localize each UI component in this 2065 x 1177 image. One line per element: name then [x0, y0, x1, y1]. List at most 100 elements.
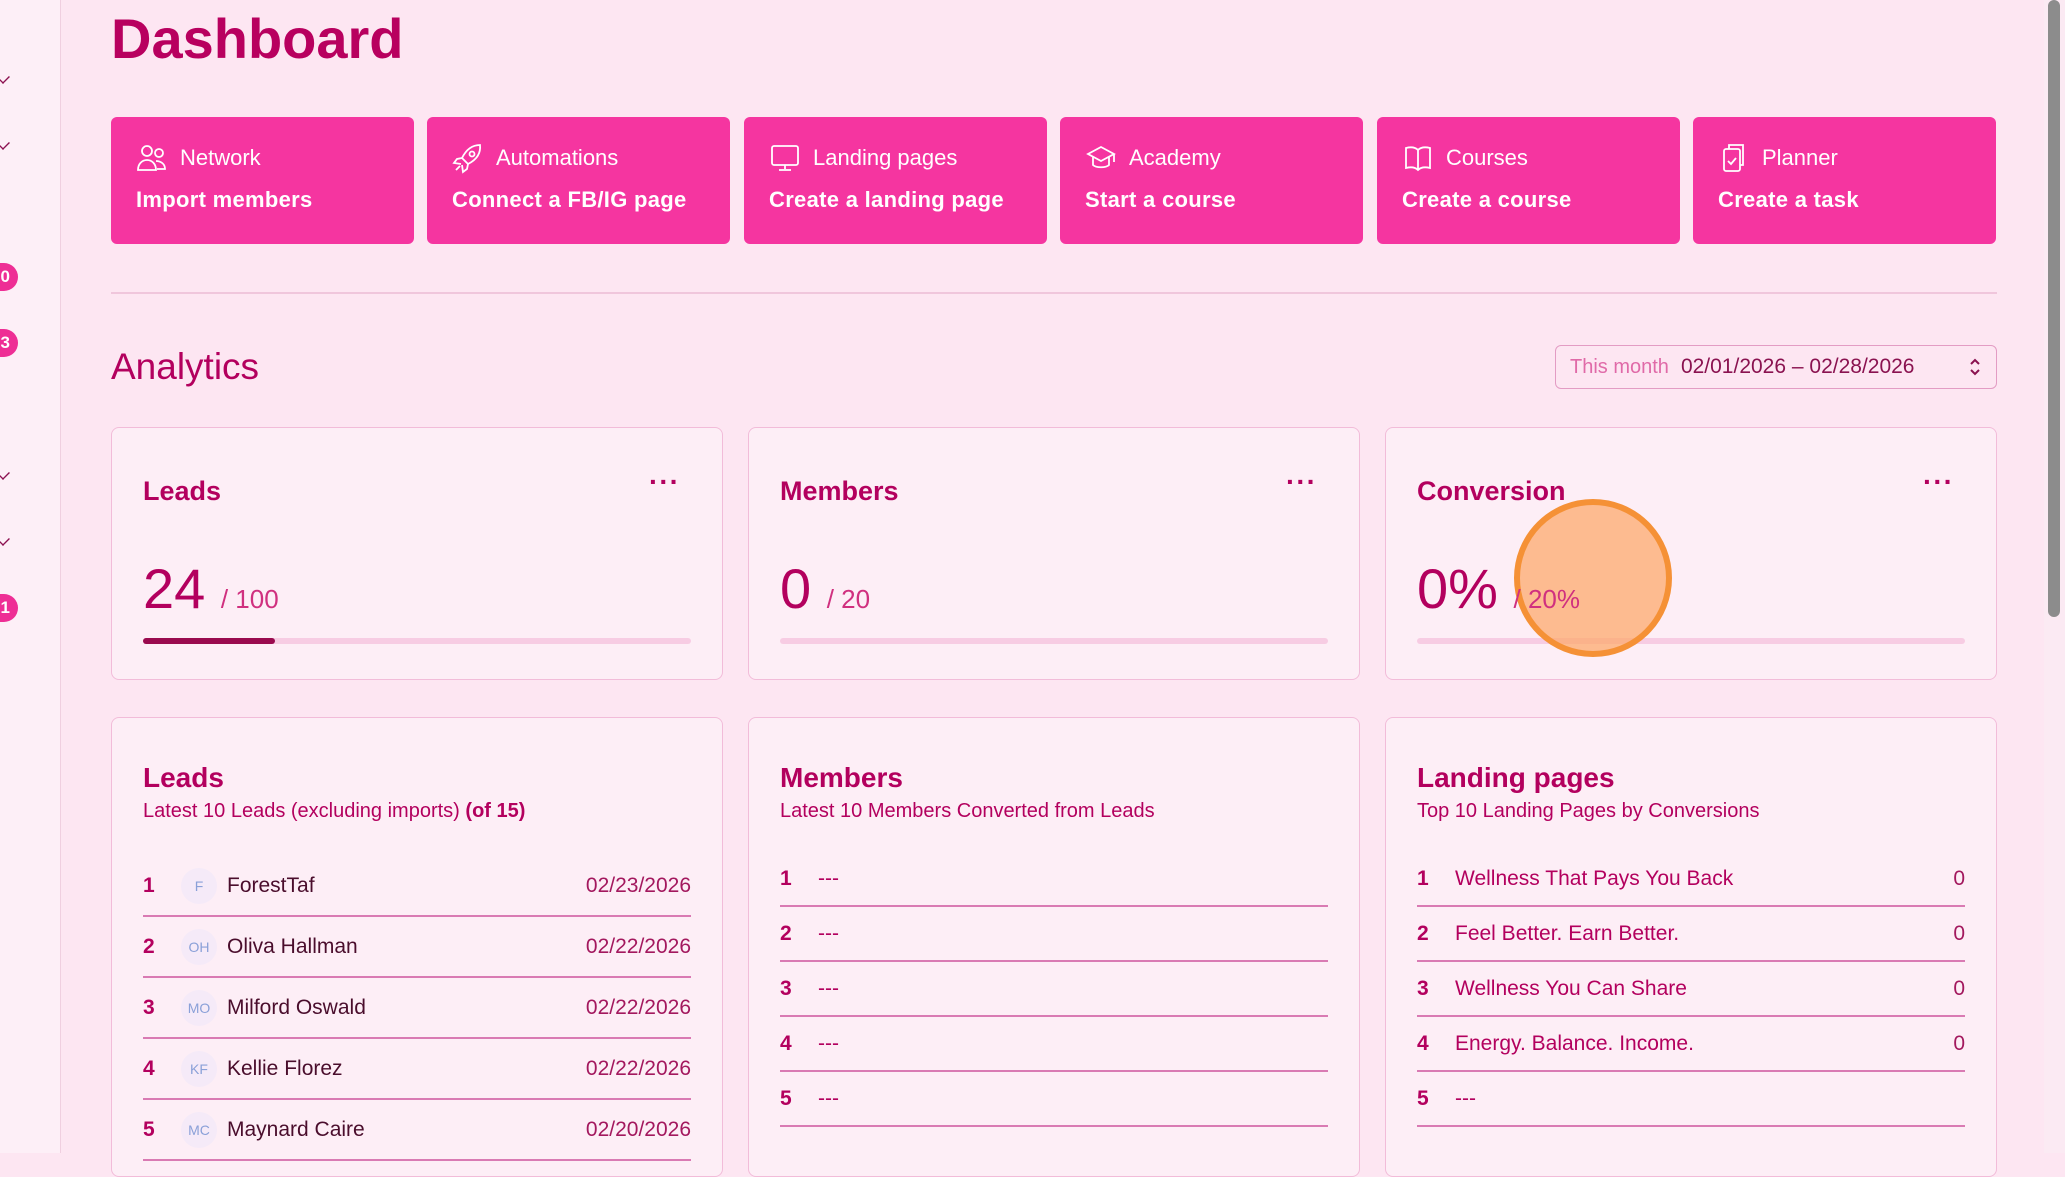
row-number: 5 [1417, 1086, 1429, 1110]
quick-action-automations[interactable]: Automations Connect a FB/IG page [427, 117, 730, 244]
quick-action-label: Create a landing page [769, 187, 1004, 212]
chevron-down-icon[interactable] [0, 466, 10, 480]
chevron-down-icon[interactable] [0, 532, 10, 546]
row-number: 1 [780, 866, 792, 890]
landing-page-name[interactable]: Wellness That Pays You Back [1455, 866, 1734, 890]
member-row: 3 --- [780, 962, 1328, 1017]
chevron-down-icon[interactable] [0, 70, 10, 84]
clipboard-icon [1723, 144, 1744, 172]
subtitle-count: (of 15) [465, 800, 526, 822]
member-name: --- [818, 1086, 839, 1110]
stat-title: Conversion [1417, 476, 1566, 506]
chevron-down-icon[interactable] [0, 136, 10, 150]
divider [111, 292, 1997, 294]
member-row: 4 --- [780, 1017, 1328, 1072]
quick-action-label: Create a task [1718, 187, 1859, 212]
lead-row[interactable]: 4 KF Kellie Florez 02/22/2026 [143, 1039, 691, 1100]
landing-page-row[interactable]: 4 Energy. Balance. Income. 0 [1417, 1017, 1965, 1072]
date-range-preset: This month [1570, 355, 1669, 378]
quick-action-title: Network [180, 145, 261, 170]
card-subtitle: Top 10 Landing Pages by Conversions [1417, 800, 1760, 822]
landing-page-row[interactable]: 2 Feel Better. Earn Better. 0 [1417, 907, 1965, 962]
analytics-heading: Analytics [111, 346, 260, 387]
row-number: 1 [143, 873, 155, 897]
avatar: KF [181, 1050, 217, 1087]
users-icon [137, 145, 166, 171]
row-number: 5 [780, 1086, 792, 1110]
conversion-count: 0 [1953, 921, 1965, 945]
stat-card-leads: Leads ··· 24 / 100 [111, 427, 723, 680]
quick-action-academy[interactable]: Academy Start a course [1060, 117, 1363, 244]
stat-value: 24 / 100 [143, 556, 279, 621]
progress-bar [780, 638, 1328, 644]
quick-action-landing-pages[interactable]: Landing pages Create a landing page [744, 117, 1047, 244]
more-options-icon[interactable]: ··· [649, 466, 680, 497]
click-indicator [1514, 499, 1672, 657]
stat-target: / 20 [826, 584, 871, 614]
row-number: 4 [780, 1031, 792, 1055]
row-number: 2 [143, 934, 155, 958]
landing-page-name[interactable]: Feel Better. Earn Better. [1455, 921, 1680, 945]
more-options-icon[interactable]: ··· [1923, 466, 1954, 497]
lead-date: 02/20/2026 [585, 1117, 691, 1141]
avatar: MC [181, 1111, 217, 1148]
lead-row[interactable]: 3 MO Milford Oswald 02/22/2026 [143, 978, 691, 1039]
book-icon [1405, 146, 1431, 172]
card-subtitle: Latest 10 Leads (excluding imports) (of … [143, 800, 525, 823]
lead-name[interactable]: Kellie Florez [227, 1056, 343, 1080]
landing-page-row[interactable]: 5 --- [1417, 1072, 1965, 1127]
stat-value: 0 / 20 [780, 556, 870, 621]
avatar: OH [181, 928, 217, 965]
landing-page-row[interactable]: 3 Wellness You Can Share 0 [1417, 962, 1965, 1017]
card-title: Landing pages [1417, 762, 1615, 793]
member-name: --- [818, 921, 839, 945]
landing-page-name[interactable]: Energy. Balance. Income. [1455, 1031, 1694, 1055]
card-subtitle: Latest 10 Members Converted from Leads [780, 800, 1155, 822]
leads-list-card: Leads Latest 10 Leads (excluding imports… [111, 717, 723, 1177]
quick-action-title: Planner [1762, 145, 1838, 170]
row-number: 2 [780, 921, 792, 945]
landing-page-name[interactable]: Wellness You Can Share [1455, 976, 1687, 1000]
lead-row[interactable]: 1 F ForestTaf 02/23/2026 [143, 856, 691, 917]
lead-name[interactable]: Maynard Caire [227, 1117, 365, 1141]
members-list-card: Members Latest 10 Members Converted from… [748, 717, 1360, 1177]
row-number: 5 [143, 1117, 155, 1141]
row-number: 3 [780, 976, 792, 1000]
page-title: Dashboard [111, 7, 404, 70]
member-name: --- [818, 976, 839, 1000]
quick-action-network[interactable]: Network Import members [111, 117, 414, 244]
stat-card-conversion: Conversion ··· 0% / 20% [1385, 427, 1997, 680]
lead-name[interactable]: Oliva Hallman [227, 934, 358, 958]
more-options-icon[interactable]: ··· [1286, 466, 1317, 497]
landing-page-name[interactable]: --- [1455, 1086, 1476, 1110]
progress-fill [143, 638, 275, 644]
quick-action-title: Landing pages [813, 145, 958, 170]
lead-name[interactable]: ForestTaf [227, 873, 315, 897]
avatar: F [181, 867, 217, 904]
progress-bar [1417, 638, 1965, 644]
row-number: 2 [1417, 921, 1429, 945]
quick-action-courses[interactable]: Courses Create a course [1377, 117, 1680, 244]
lead-row[interactable]: 2 OH Oliva Hallman 02/22/2026 [143, 917, 691, 978]
card-title: Members [780, 762, 903, 793]
scrollbar-thumb[interactable] [2048, 0, 2060, 617]
stat-current: 24 [143, 557, 206, 620]
conversion-count: 0 [1953, 866, 1965, 890]
lead-name[interactable]: Milford Oswald [227, 995, 366, 1019]
lead-date: 02/23/2026 [585, 873, 691, 897]
quick-action-planner[interactable]: Planner Create a task [1693, 117, 1996, 244]
date-range-value: 02/01/2026 – 02/28/2026 [1680, 355, 1915, 378]
lead-row[interactable]: 5 MC Maynard Caire 02/20/2026 [143, 1100, 691, 1161]
sidebar-count-badge: 0 [0, 263, 18, 291]
member-row: 2 --- [780, 907, 1328, 962]
row-number: 4 [1417, 1031, 1429, 1055]
conversion-count: 0 [1953, 1031, 1965, 1055]
quick-action-title: Courses [1446, 145, 1528, 170]
lead-date: 02/22/2026 [585, 934, 691, 958]
landing-page-row[interactable]: 1 Wellness That Pays You Back 0 [1417, 852, 1965, 907]
sidebar: 0 3 1 [0, 0, 61, 1153]
date-range-picker[interactable]: This month 02/01/2026 – 02/28/2026 [1555, 345, 1997, 389]
avatar: MO [181, 989, 217, 1026]
member-row: 1 --- [780, 852, 1328, 907]
sidebar-count-badge: 1 [0, 594, 18, 622]
